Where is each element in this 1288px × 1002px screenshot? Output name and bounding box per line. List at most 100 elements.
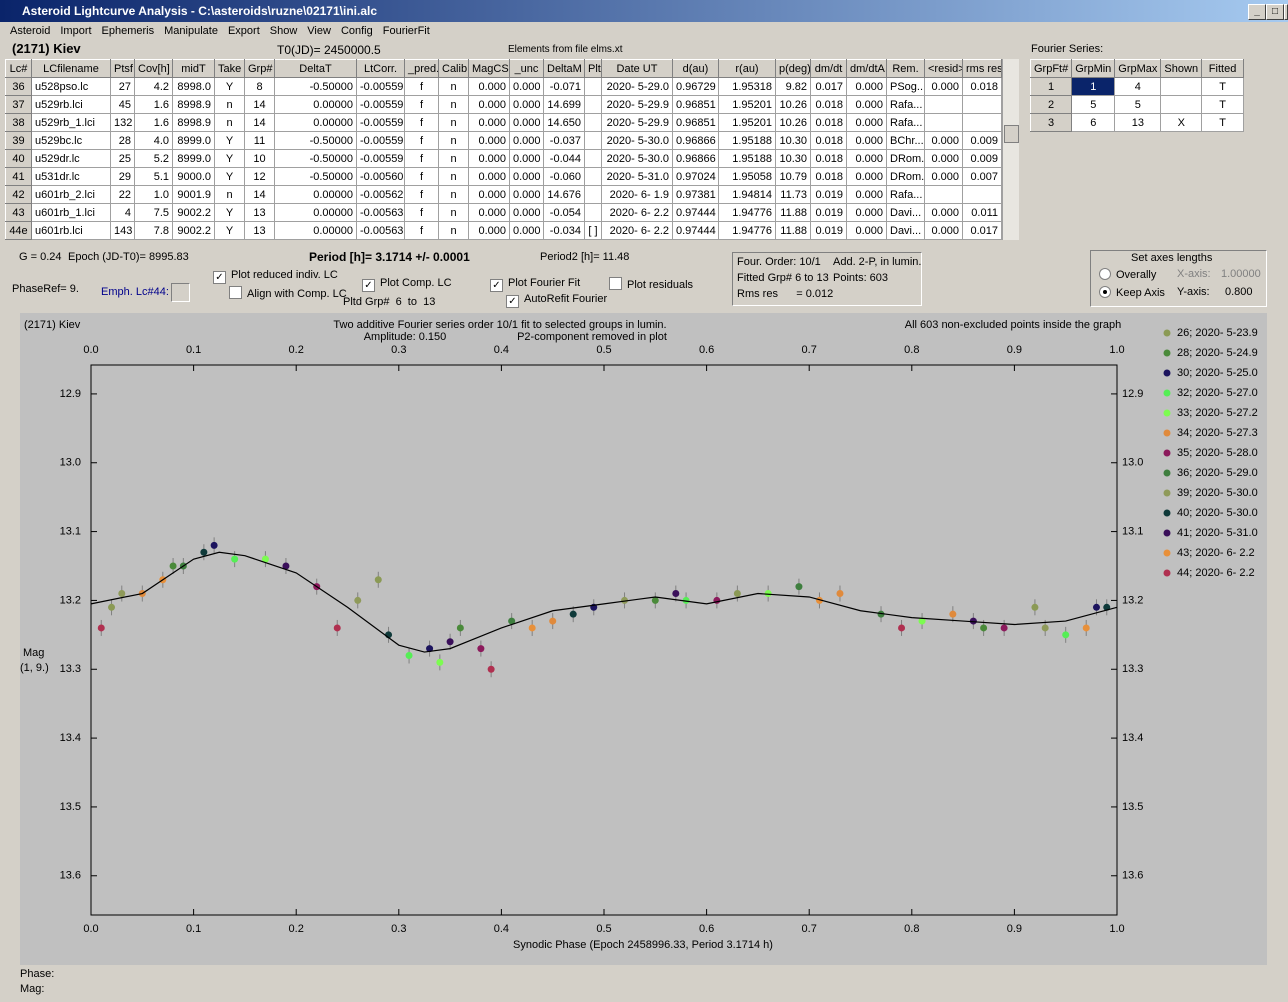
cell: 11.88 — [775, 203, 811, 222]
table-row[interactable]: 3 6 13 X T — [1029, 113, 1245, 132]
lc-table-wrap: Lc# LCfilename Ptsf Cov[h] midT Take Grp# Delta… — [5, 59, 1019, 240]
checkbox[interactable]: Plot Comp. LC — [362, 277, 452, 292]
column-header: <resid> — [924, 59, 963, 78]
table-row[interactable]: 37 u529rb.lci 45 1.6 8998.9 n 14 0.00000 -0.0055… — [5, 95, 1002, 114]
cell: 13 — [244, 203, 275, 222]
elements: Elements from file elms.xt — [508, 44, 623, 55]
cell: 0.000 — [468, 131, 510, 150]
y-tick-label: 13.2 — [60, 594, 81, 606]
checkbox-box[interactable] — [362, 279, 375, 292]
cell: 0.00000 — [274, 221, 357, 240]
legend-marker — [1163, 469, 1171, 477]
cell: -0.00560 — [356, 167, 405, 186]
checkbox-label: Plot residuals — [627, 279, 694, 291]
legend-label: 35; 2020- 5-28.0 — [1177, 447, 1258, 459]
menu-item[interactable]: FourierFit — [382, 25, 430, 37]
cell — [924, 113, 963, 132]
y-tick-label-right: 13.0 — [1122, 457, 1143, 469]
table-row[interactable]: 42 u601rb_2.lci 22 1.0 9001.9 n 14 0.00000 -0.00… — [5, 185, 1002, 204]
cell: 0.000 — [509, 185, 544, 204]
table-row[interactable]: 40 u529dr.lc 25 5.2 8999.0 Y 10 -0.50000 -0.0055… — [5, 149, 1002, 168]
menu-item[interactable]: Asteroid — [10, 25, 51, 37]
fourier-table: GrpFt# GrpMin GrpMax Shown Fitted 1 1 4 T 2 5 5 T 3 6 1… — [1029, 59, 1245, 132]
cell: 143 — [110, 221, 135, 240]
cell: n — [214, 113, 245, 132]
table-row[interactable]: 38 u529rb_1.lci 132 1.6 8998.9 n 14 0.00000 -0.0… — [5, 113, 1002, 132]
checkbox-box[interactable] — [506, 295, 519, 308]
cell: n — [214, 185, 245, 204]
menu-item[interactable]: Show — [269, 25, 298, 37]
cell: 2020- 5-29.9 — [601, 95, 673, 114]
cell: 0.009 — [962, 149, 1002, 168]
cell: u528pso.lc — [31, 77, 111, 96]
table-row[interactable]: 44e u601rb.lci 143 7.8 9002.2 Y 13 0.00000 -0.00… — [5, 221, 1002, 240]
checkbox-box[interactable] — [229, 286, 242, 299]
close[interactable] — [1284, 4, 1288, 20]
radio-dot[interactable] — [1099, 286, 1111, 298]
cell: 9000.0 — [172, 167, 215, 186]
checkbox[interactable]: Plot residuals — [609, 277, 693, 291]
epoch: Epoch (JD-T0)= 8995.83 — [68, 251, 189, 263]
cell: 0.019 — [810, 203, 847, 222]
menu-item[interactable]: Manipulate — [164, 25, 218, 37]
data-point — [1000, 624, 1008, 632]
checkbox[interactable]: Align with Comp. LC — [229, 286, 347, 300]
spinner[interactable] — [171, 283, 190, 302]
cell — [962, 95, 1002, 114]
cell: 0.000 — [846, 203, 887, 222]
cell: 0.018 — [810, 131, 847, 150]
maximize[interactable]: □ — [1266, 4, 1284, 20]
cell: -0.00559 — [356, 131, 405, 150]
cell: 0.011 — [962, 203, 1002, 222]
cell: 0.019 — [810, 185, 847, 204]
cell: 0.000 — [924, 131, 963, 150]
minimize[interactable]: _ — [1248, 4, 1266, 20]
x-tick-label: 0.7 — [802, 923, 817, 935]
cell: 5 — [1114, 95, 1162, 114]
menu-item[interactable]: View — [307, 25, 331, 37]
radio[interactable]: Keep Axis — [1099, 286, 1165, 299]
lightcurve-chart: (2171) Kiev Two additive Fourier series … — [20, 313, 1267, 965]
cell — [584, 185, 602, 204]
checkbox[interactable]: AutoRefit Fourier — [506, 293, 607, 308]
cell: 7.8 — [134, 221, 173, 240]
table-row[interactable]: 36 u528pso.lc 27 4.2 8998.0 Y 8 -0.50000 -0.0055… — [5, 77, 1002, 96]
cell: f — [404, 113, 439, 132]
checkbox-label: Align with Comp. LC — [247, 288, 347, 300]
menu-item[interactable]: Import — [60, 25, 92, 37]
x-tick-label-top: 0.0 — [83, 344, 98, 356]
data-point — [508, 617, 516, 625]
menu-item[interactable]: Config — [340, 25, 373, 37]
table-row[interactable]: 41 u531dr.lc 29 5.1 9000.0 Y 12 -0.50000 -0.0056… — [5, 167, 1002, 186]
checkbox-box[interactable] — [213, 271, 226, 284]
cell: T — [1201, 113, 1245, 132]
cell: n — [214, 95, 245, 114]
cell: 0.000 — [468, 221, 510, 240]
x-tick-label-top: 0.3 — [391, 344, 406, 356]
checkbox-box[interactable] — [490, 279, 503, 292]
radio[interactable]: Overally — [1099, 268, 1156, 281]
chart-note: All 603 non-excluded points inside the g… — [905, 319, 1121, 331]
cell: 0.000 — [924, 203, 963, 222]
cell: 10.26 — [775, 95, 811, 114]
menu-item[interactable]: Ephemeris — [101, 25, 155, 37]
x-tick-label: 0.3 — [391, 923, 406, 935]
cell: Y — [214, 77, 245, 96]
period2: Period2 [h]= 11.48 — [540, 251, 630, 263]
data-point — [333, 624, 341, 632]
table-row[interactable]: 43 u601rb_1.lci 4 7.5 9002.2 Y 13 0.00000 -0.005… — [5, 203, 1002, 222]
menu-item[interactable]: Export — [227, 25, 260, 37]
cell: f — [404, 131, 439, 150]
checkbox[interactable]: Plot reduced indiv. LC — [213, 269, 338, 284]
checkbox[interactable]: Plot Fourier Fit — [490, 277, 580, 292]
cell: 4.2 — [134, 77, 173, 96]
cell: -0.071 — [543, 77, 585, 96]
table-row[interactable]: 39 u529bc.lc 28 4.0 8999.0 Y 11 -0.50000 -0.0055… — [5, 131, 1002, 150]
scrollbar[interactable] — [1002, 59, 1019, 240]
cell: T — [1201, 77, 1245, 96]
cell: f — [404, 95, 439, 114]
checkbox-box[interactable] — [609, 277, 622, 290]
radio-dot[interactable] — [1099, 268, 1111, 280]
